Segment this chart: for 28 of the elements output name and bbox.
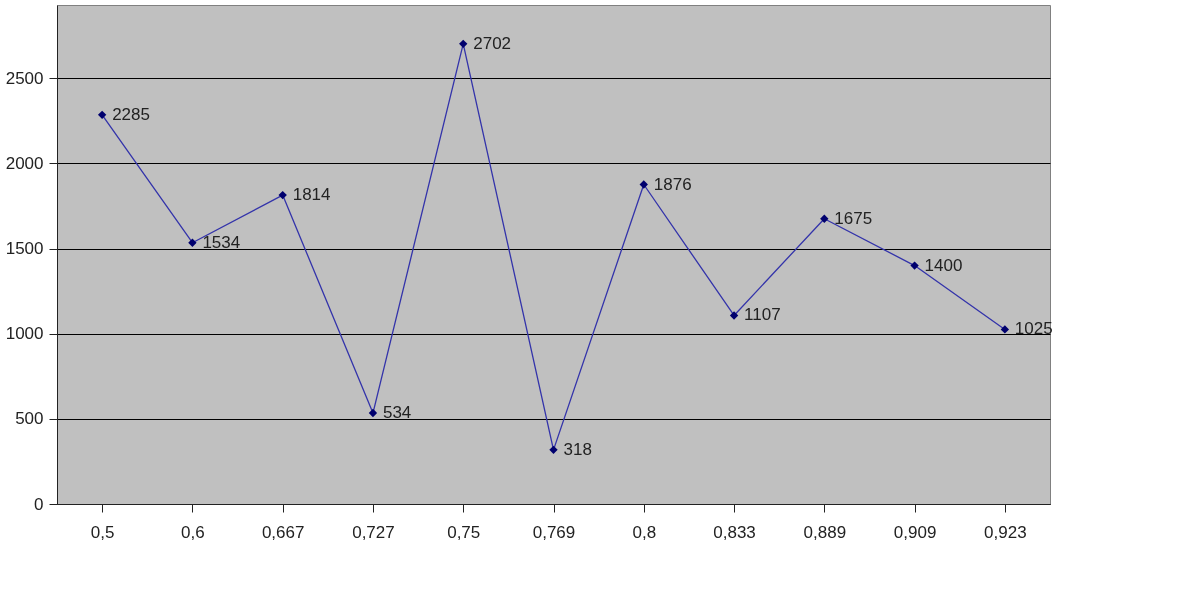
data-label: 1814 bbox=[292, 185, 331, 205]
y-tick-label: 0 bbox=[34, 494, 44, 514]
x-tick-label: 0,909 bbox=[893, 522, 937, 542]
y-tick-label: 2500 bbox=[5, 68, 44, 88]
y-tick-label: 1000 bbox=[5, 324, 44, 344]
y-tick-label: 2000 bbox=[5, 153, 44, 173]
data-label: 534 bbox=[382, 403, 412, 423]
x-tick-label: 0,5 bbox=[90, 522, 115, 542]
x-tick-label: 0,75 bbox=[447, 522, 481, 542]
x-tick-label: 0,8 bbox=[632, 522, 657, 542]
x-tick-label: 0,833 bbox=[713, 522, 756, 542]
data-label: 1675 bbox=[834, 208, 873, 228]
data-label: 1400 bbox=[924, 255, 963, 275]
data-label: 1025 bbox=[1014, 319, 1053, 339]
data-label: 1534 bbox=[202, 232, 241, 252]
data-label: 2702 bbox=[473, 33, 512, 53]
y-tick-label: 500 bbox=[15, 409, 44, 429]
data-label: 1107 bbox=[744, 305, 781, 325]
data-label: 1876 bbox=[653, 174, 692, 194]
data-label: 2285 bbox=[112, 104, 150, 124]
x-tick-label: 0,6 bbox=[181, 522, 205, 542]
x-tick-label: 0,923 bbox=[984, 522, 1027, 542]
x-tick-label: 0,727 bbox=[352, 522, 395, 542]
x-tick-label: 0,769 bbox=[532, 522, 576, 542]
y-tick-label: 1500 bbox=[5, 239, 44, 259]
x-tick-label: 0,667 bbox=[261, 522, 305, 542]
data-label: 318 bbox=[563, 439, 592, 459]
x-tick-label: 0,889 bbox=[803, 522, 847, 542]
